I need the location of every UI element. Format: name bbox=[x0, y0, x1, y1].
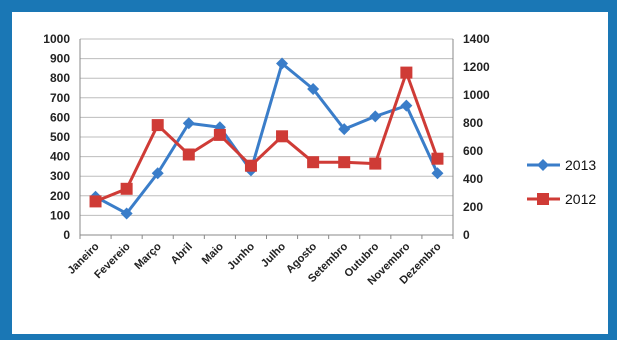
x-tick-label: Abril bbox=[169, 241, 195, 267]
point-2012 bbox=[213, 128, 226, 141]
point-2013 bbox=[400, 99, 413, 112]
point-2012 bbox=[120, 182, 133, 195]
point-2012 bbox=[369, 157, 382, 170]
y-left-tick-label: 300 bbox=[50, 169, 70, 183]
point-2013 bbox=[151, 167, 164, 180]
x-tick-label: Maio bbox=[200, 240, 226, 266]
y-left-tick-label: 100 bbox=[50, 208, 70, 222]
y-right-tick-label: 1200 bbox=[463, 60, 490, 74]
legend-label: 2013 bbox=[565, 157, 596, 173]
series-line-2013 bbox=[94, 62, 439, 215]
point-2012 bbox=[182, 148, 195, 161]
point-2012 bbox=[151, 119, 164, 132]
y-left-tick-label: 500 bbox=[50, 130, 70, 144]
point-2012 bbox=[276, 130, 289, 143]
y-left-tick-label: 0 bbox=[63, 228, 70, 242]
y-right-tick-label: 1400 bbox=[463, 32, 490, 46]
x-tick-label: Março bbox=[132, 240, 164, 272]
point-2013 bbox=[276, 57, 289, 70]
y-left-tick-label: 900 bbox=[50, 52, 70, 66]
y-left-tick-label: 700 bbox=[50, 91, 70, 105]
point-2013 bbox=[182, 117, 195, 130]
point-2013 bbox=[338, 123, 351, 136]
y-right-tick-label: 1000 bbox=[463, 88, 490, 102]
y-left-tick-label: 200 bbox=[50, 189, 70, 203]
y-right-tick-label: 600 bbox=[463, 144, 483, 158]
point-2012 bbox=[307, 156, 320, 169]
y-right-tick-label: 800 bbox=[463, 116, 483, 130]
legend-label: 2012 bbox=[565, 191, 596, 207]
y-right-tick-label: 0 bbox=[463, 228, 470, 242]
point-2012 bbox=[431, 152, 444, 165]
point-2013 bbox=[120, 207, 133, 220]
y-left-tick-label: 400 bbox=[50, 150, 70, 164]
x-tick-label: Julho bbox=[259, 240, 288, 269]
series-line-2012 bbox=[94, 71, 439, 203]
legend-marker bbox=[537, 159, 549, 171]
y-left-tick-label: 800 bbox=[50, 71, 70, 85]
y-right-tick-label: 200 bbox=[463, 200, 483, 214]
y-left-tick-label: 1000 bbox=[43, 32, 70, 46]
y-right-tick-label: 400 bbox=[463, 172, 483, 186]
legend-marker bbox=[537, 193, 549, 205]
point-2013 bbox=[369, 110, 382, 123]
point-2013 bbox=[431, 167, 444, 180]
point-2012 bbox=[400, 66, 413, 79]
point-2013 bbox=[307, 82, 320, 95]
point-2012 bbox=[89, 195, 102, 208]
x-tick-label: Junho bbox=[225, 240, 257, 272]
y-left-tick-label: 600 bbox=[50, 110, 70, 124]
point-2012 bbox=[244, 159, 257, 172]
point-2012 bbox=[338, 156, 351, 169]
